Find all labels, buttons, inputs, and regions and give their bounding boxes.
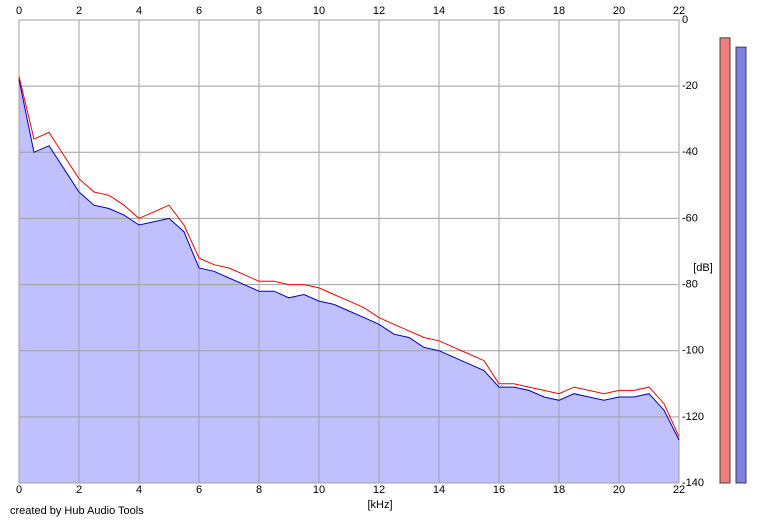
y-tick-label: -60 — [682, 212, 698, 224]
footer: created by Hub Audio Tools — [10, 505, 144, 517]
x-tick-label: 0 — [16, 484, 22, 496]
x-tick-label-top: 0 — [16, 5, 22, 17]
spectrum-line — [18, 79, 680, 441]
x-tick-label: 2 — [76, 484, 82, 496]
y-tick-label: -80 — [682, 278, 698, 290]
y-tick-label: -140 — [682, 477, 704, 489]
x-tick-label-top: 10 — [313, 5, 325, 17]
x-tick-label-top: 22 — [673, 5, 685, 17]
x-tick-label-top: 4 — [136, 5, 142, 17]
level-meter — [719, 37, 731, 484]
x-tick-label: 12 — [373, 484, 385, 496]
y-tick-label: -20 — [682, 80, 698, 92]
y-tick-label: -120 — [682, 411, 704, 423]
spectrum-line — [18, 76, 680, 437]
x-axis-label: [kHz] — [367, 499, 392, 511]
x-tick-label: 4 — [136, 484, 142, 496]
x-tick-label: 20 — [613, 484, 625, 496]
x-tick-label: 8 — [256, 484, 262, 496]
y-tick-label: -40 — [682, 146, 698, 158]
x-tick-label: 18 — [553, 484, 565, 496]
x-tick-label-top: 12 — [373, 5, 385, 17]
y-tick-label: 0 — [682, 14, 688, 26]
x-tick-label: 14 — [433, 484, 445, 496]
x-tick-label: 16 — [493, 484, 505, 496]
x-tick-label: 10 — [313, 484, 325, 496]
spectrum-area — [19, 79, 679, 483]
x-tick-label-top: 6 — [196, 5, 202, 17]
y-axis-label: [dB] — [693, 262, 713, 274]
level-meter — [735, 46, 747, 484]
x-tick-label-top: 20 — [613, 5, 625, 17]
x-tick-label: 22 — [673, 484, 685, 496]
x-tick-label-top: 8 — [256, 5, 262, 17]
y-tick-label: -100 — [682, 345, 704, 357]
x-tick-label-top: 2 — [76, 5, 82, 17]
x-tick-label-top: 18 — [553, 5, 565, 17]
x-tick-label-top: 16 — [493, 5, 505, 17]
x-tick-label-top: 14 — [433, 5, 445, 17]
x-tick-label: 6 — [196, 484, 202, 496]
